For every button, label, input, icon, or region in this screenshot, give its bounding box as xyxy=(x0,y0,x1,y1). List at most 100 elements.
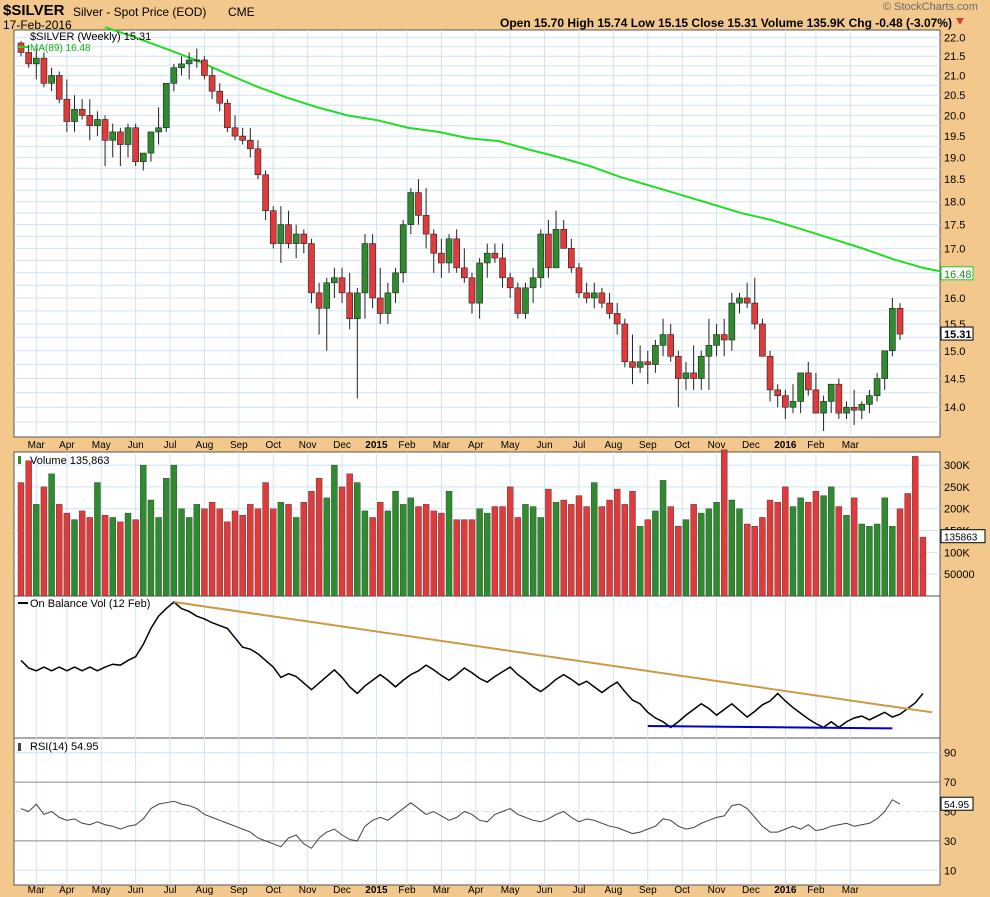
volume-bar xyxy=(522,504,529,597)
volume-bar xyxy=(476,508,483,597)
volume-bar xyxy=(636,525,644,597)
candle-body xyxy=(590,292,598,299)
candle-body xyxy=(63,98,71,122)
candle-body xyxy=(598,292,606,304)
volume-bar xyxy=(850,497,858,597)
candle-body xyxy=(751,302,759,325)
candle-body xyxy=(797,372,804,402)
ma89-line xyxy=(104,26,954,275)
volume-bar xyxy=(453,519,460,597)
candle-body xyxy=(254,148,262,176)
volume-bar xyxy=(873,523,881,597)
volume-bar xyxy=(140,464,147,597)
x-tick-label-bottom: Jul xyxy=(573,885,586,896)
volume-bar xyxy=(644,519,651,597)
x-tick-label: Jun xyxy=(537,440,553,451)
x-tick-label-bottom: Oct xyxy=(674,885,690,896)
candle-body xyxy=(277,224,285,244)
candle-body xyxy=(690,372,697,379)
volume-bar xyxy=(292,517,300,597)
chart-date: 17-Feb-2016 xyxy=(3,18,72,32)
volume-bar xyxy=(468,519,476,597)
x-tick-label-bottom: May xyxy=(501,885,520,896)
price-tick-label: 19.5 xyxy=(944,131,965,143)
volume-bar xyxy=(101,515,109,597)
obv-panel xyxy=(13,595,941,739)
candle-body xyxy=(682,372,690,379)
candle-body xyxy=(392,272,399,294)
volume-bar xyxy=(185,517,193,597)
candle-body xyxy=(71,108,78,122)
x-tick-label-bottom: Jun xyxy=(128,885,144,896)
x-tick-label: Sep xyxy=(230,440,248,451)
volume-bar xyxy=(774,501,781,597)
candle-body xyxy=(247,140,254,150)
candle-body xyxy=(552,229,560,269)
volume-bar xyxy=(277,501,285,597)
x-tick-label: 2016 xyxy=(774,440,797,451)
candle-body xyxy=(728,302,736,341)
candle-body xyxy=(292,233,300,244)
candle-body xyxy=(346,292,353,319)
volume-bar xyxy=(721,449,728,597)
rsi-line xyxy=(20,799,901,849)
candle-body xyxy=(713,334,720,346)
x-tick-label: Aug xyxy=(196,440,214,451)
candle-body xyxy=(216,90,224,104)
volume-bar xyxy=(506,486,514,597)
volume-bar xyxy=(881,497,888,597)
volume-bar xyxy=(422,504,430,597)
candle-body xyxy=(782,395,789,408)
candle-body xyxy=(185,59,193,65)
volume-bar xyxy=(369,517,376,597)
volume-bar xyxy=(705,508,713,597)
volume-bar xyxy=(224,521,231,597)
candle-body xyxy=(506,277,514,289)
candle-body xyxy=(178,63,185,69)
x-tick-label: Sep xyxy=(639,440,657,451)
volume-bar xyxy=(766,499,774,597)
candle-body xyxy=(208,75,216,92)
candle-body xyxy=(873,378,881,396)
volume-bar xyxy=(484,512,491,597)
volume-bar xyxy=(820,495,827,597)
volume-bar xyxy=(682,519,690,597)
volume-bar xyxy=(109,517,116,597)
last-price-box xyxy=(940,326,974,341)
candle-body xyxy=(705,345,713,357)
volume-bar xyxy=(170,464,178,597)
volume-bar xyxy=(728,499,736,597)
candle-body xyxy=(881,350,889,379)
candle-body xyxy=(331,277,338,284)
price-legend: $SILVER (Weekly) 15.31 xyxy=(30,31,151,43)
price-tick-label: 21.5 xyxy=(944,51,965,63)
candle-body xyxy=(537,233,545,279)
x-tick-label-bottom: 2015 xyxy=(365,885,388,896)
volume-bar xyxy=(789,506,797,597)
volume-bar xyxy=(338,486,346,597)
candle-body xyxy=(720,334,728,341)
volume-bar xyxy=(430,510,437,597)
volume-bar xyxy=(904,493,911,597)
volume-bar xyxy=(797,497,804,597)
x-tick-label-bottom: Oct xyxy=(265,885,281,896)
x-tick-label: Mar xyxy=(842,440,860,451)
volume-bar xyxy=(155,517,162,597)
x-tick-label: Apr xyxy=(468,440,484,451)
candle-body xyxy=(170,67,178,84)
candle-body xyxy=(568,248,575,269)
candle-body xyxy=(269,210,277,244)
candle-body xyxy=(636,361,644,368)
volume-bar xyxy=(858,523,865,597)
price-tick-label: 14.0 xyxy=(944,402,965,414)
volume-bar xyxy=(560,499,567,597)
volume-bar xyxy=(285,504,292,597)
volume-bar xyxy=(132,519,139,597)
ma-value-label: 16.48 xyxy=(944,269,972,281)
volume-bar xyxy=(25,460,32,597)
volume-tick-label: 300K xyxy=(944,460,970,472)
candle-body xyxy=(55,75,63,100)
x-tick-label-bottom: 2016 xyxy=(774,885,797,896)
volume-bar xyxy=(629,491,636,597)
volume-bar xyxy=(247,504,254,597)
